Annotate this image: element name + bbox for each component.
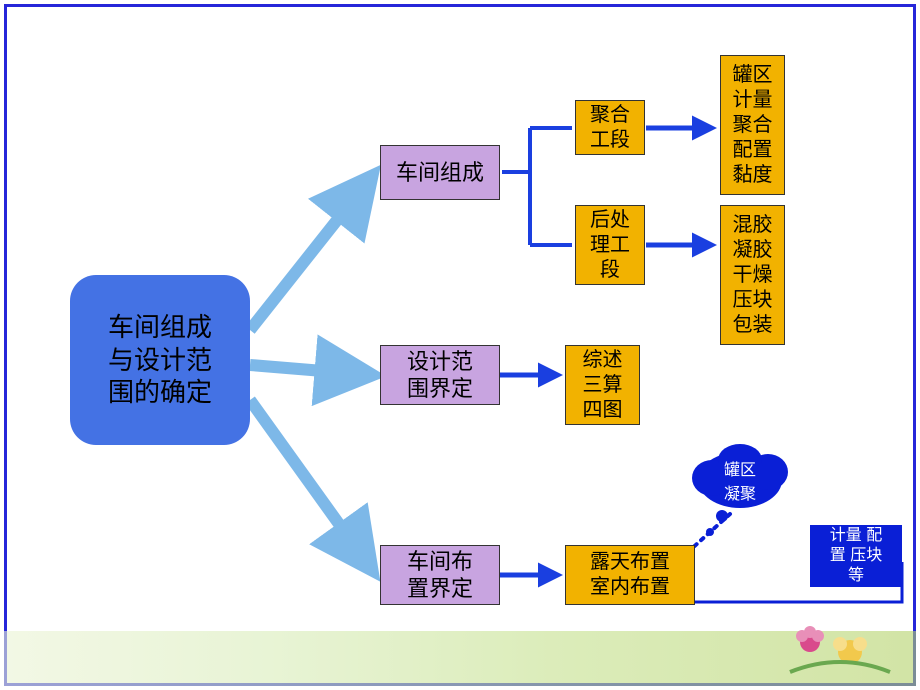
label: 罐区凝聚	[724, 456, 756, 504]
label: 聚合工段	[590, 103, 630, 153]
label: 后处理工段	[590, 208, 630, 283]
flower-decoration-icon	[780, 612, 900, 682]
label: 计量 配置 压块等	[830, 526, 882, 586]
node-workshop-composition: 车间组成	[380, 145, 500, 200]
cloud-callout: 罐区凝聚	[700, 458, 780, 502]
root-label: 车间组成与设计范围的确定	[108, 311, 212, 409]
label: 罐区计量聚合配置黏度	[733, 63, 773, 188]
root-node: 车间组成与设计范围的确定	[70, 275, 250, 445]
node-outdoor-indoor: 露天布置室内布置	[565, 545, 695, 605]
slide: 车间组成与设计范围的确定 车间组成 设计范围界定 车间布置界定 聚合工段 后处理…	[0, 0, 920, 690]
node-postprocess-section: 后处理工段	[575, 205, 645, 285]
node-polymer-section: 聚合工段	[575, 100, 645, 155]
node-mix-gel-dry: 混胶凝胶干燥压块包装	[720, 205, 785, 345]
label: 设计范围界定	[407, 348, 473, 403]
node-layout-scope: 车间布置界定	[380, 545, 500, 605]
node-tank-metering: 罐区计量聚合配置黏度	[720, 55, 785, 195]
node-metering-config: 计量 配置 压块等	[810, 525, 902, 587]
node-summary-calcs: 综述三算四图	[565, 345, 640, 425]
label: 车间布置界定	[407, 548, 473, 603]
label: 露天布置室内布置	[590, 550, 670, 600]
node-design-scope: 设计范围界定	[380, 345, 500, 405]
label: 车间组成	[396, 159, 484, 187]
label: 混胶凝胶干燥压块包装	[733, 213, 773, 338]
label: 综述三算四图	[583, 348, 623, 423]
